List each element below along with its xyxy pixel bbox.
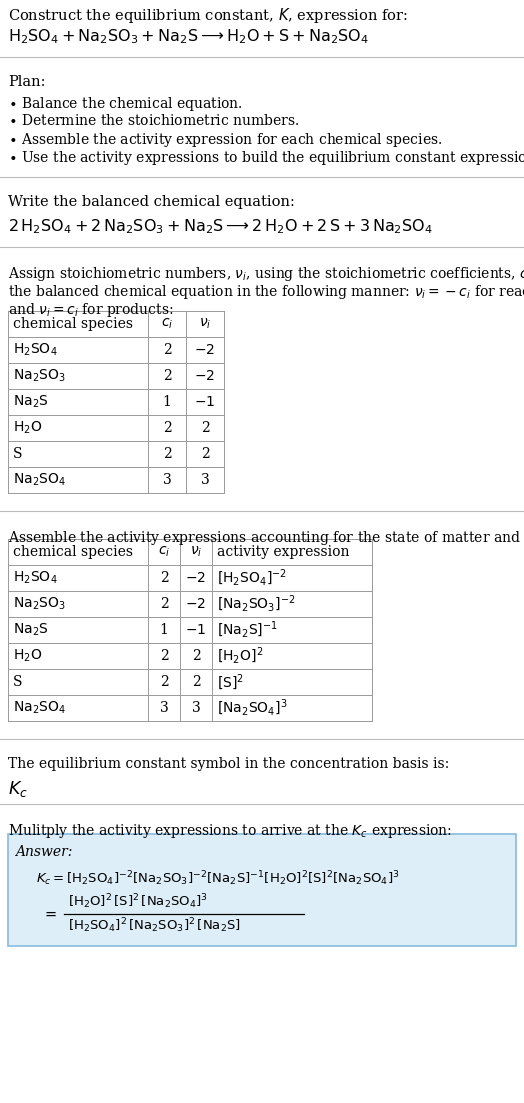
Text: chemical species: chemical species xyxy=(13,317,133,331)
Text: 1: 1 xyxy=(162,395,171,409)
Text: $K_c = [\mathrm{H_2SO_4}]^{-2}[\mathrm{Na_2SO_3}]^{-2}[\mathrm{Na_2S}]^{-1}[\mat: $K_c = [\mathrm{H_2SO_4}]^{-2}[\mathrm{N… xyxy=(36,869,400,888)
Text: and $\nu_i = c_i$ for products:: and $\nu_i = c_i$ for products: xyxy=(8,301,173,319)
Text: Construct the equilibrium constant, $K$, expression for:: Construct the equilibrium constant, $K$,… xyxy=(8,6,408,25)
Text: $[\mathrm{H_2SO_4}]^{2}\,[\mathrm{Na_2SO_3}]^{2}\,[\mathrm{Na_2S}]$: $[\mathrm{H_2SO_4}]^{2}\,[\mathrm{Na_2SO… xyxy=(68,915,241,934)
Text: 2: 2 xyxy=(162,343,171,357)
Text: Answer:: Answer: xyxy=(15,845,72,859)
Text: Plan:: Plan: xyxy=(8,75,46,89)
Text: $\mathrm{Na_2SO_3}$: $\mathrm{Na_2SO_3}$ xyxy=(13,596,66,612)
Text: 2: 2 xyxy=(162,370,171,383)
Text: $\mathrm{H_2O}$: $\mathrm{H_2O}$ xyxy=(13,420,42,436)
Text: 1: 1 xyxy=(160,623,168,638)
Text: $K_c$: $K_c$ xyxy=(8,779,28,799)
Text: $-1$: $-1$ xyxy=(185,623,206,638)
Text: $[\mathrm{S}]^{2}$: $[\mathrm{S}]^{2}$ xyxy=(217,672,244,692)
Text: $-2$: $-2$ xyxy=(185,597,206,611)
Text: $-2$: $-2$ xyxy=(185,571,206,585)
Text: 3: 3 xyxy=(201,473,210,488)
Text: $\mathrm{Na_2SO_4}$: $\mathrm{Na_2SO_4}$ xyxy=(13,472,66,489)
Text: 2: 2 xyxy=(162,447,171,461)
Text: $\mathrm{Na_2S}$: $\mathrm{Na_2S}$ xyxy=(13,622,49,639)
Text: 3: 3 xyxy=(192,702,200,715)
Text: 2: 2 xyxy=(160,675,168,689)
Text: $\bullet$ Assemble the activity expression for each chemical species.: $\bullet$ Assemble the activity expressi… xyxy=(8,131,442,149)
Text: 2: 2 xyxy=(192,675,200,689)
Text: chemical species: chemical species xyxy=(13,545,133,559)
Text: $\mathrm{Na_2SO_4}$: $\mathrm{Na_2SO_4}$ xyxy=(13,699,66,716)
Text: $2\,\mathrm{H_2SO_4} + 2\,\mathrm{Na_2SO_3} + \mathrm{Na_2S}$$ \longrightarrow 2: $2\,\mathrm{H_2SO_4} + 2\,\mathrm{Na_2SO… xyxy=(8,217,433,236)
Text: $\bullet$ Use the activity expressions to build the equilibrium constant express: $\bullet$ Use the activity expressions t… xyxy=(8,149,524,167)
Text: $=$: $=$ xyxy=(42,907,58,921)
Text: the balanced chemical equation in the following manner: $\nu_i = -c_i$ for react: the balanced chemical equation in the fo… xyxy=(8,283,524,301)
Text: $-2$: $-2$ xyxy=(194,343,215,357)
Text: $\mathrm{Na_2SO_3}$: $\mathrm{Na_2SO_3}$ xyxy=(13,367,66,384)
Text: $\mathrm{H_2SO_4}$: $\mathrm{H_2SO_4}$ xyxy=(13,570,58,586)
Text: $[\mathrm{Na_2SO_3}]^{-2}$: $[\mathrm{Na_2SO_3}]^{-2}$ xyxy=(217,593,296,614)
Text: 2: 2 xyxy=(160,597,168,611)
Text: $[\mathrm{H_2O}]^{2}$: $[\mathrm{H_2O}]^{2}$ xyxy=(217,645,263,666)
Text: 2: 2 xyxy=(160,571,168,585)
Text: $[\mathrm{Na_2S}]^{-1}$: $[\mathrm{Na_2S}]^{-1}$ xyxy=(217,620,278,640)
Text: 3: 3 xyxy=(162,473,171,488)
Text: 2: 2 xyxy=(162,421,171,435)
Text: $[\mathrm{Na_2SO_4}]^{3}$: $[\mathrm{Na_2SO_4}]^{3}$ xyxy=(217,698,287,718)
Text: 2: 2 xyxy=(201,421,210,435)
Text: 3: 3 xyxy=(160,702,168,715)
Text: $[\mathrm{H_2SO_4}]^{-2}$: $[\mathrm{H_2SO_4}]^{-2}$ xyxy=(217,568,287,588)
Text: $c_i$: $c_i$ xyxy=(161,317,173,331)
Text: $\nu_i$: $\nu_i$ xyxy=(199,317,211,331)
Text: S: S xyxy=(13,675,23,689)
Text: 2: 2 xyxy=(160,649,168,663)
Text: S: S xyxy=(13,447,23,461)
Text: $\mathrm{Na_2S}$: $\mathrm{Na_2S}$ xyxy=(13,394,49,410)
Text: activity expression: activity expression xyxy=(217,545,350,559)
Text: $-1$: $-1$ xyxy=(194,395,215,409)
Text: $\bullet$ Balance the chemical equation.: $\bullet$ Balance the chemical equation. xyxy=(8,95,243,113)
FancyBboxPatch shape xyxy=(8,834,516,946)
Text: Mulitply the activity expressions to arrive at the $K_c$ expression:: Mulitply the activity expressions to arr… xyxy=(8,822,452,840)
Text: $\bullet$ Determine the stoichiometric numbers.: $\bullet$ Determine the stoichiometric n… xyxy=(8,113,299,128)
Text: 2: 2 xyxy=(201,447,210,461)
Text: $-2$: $-2$ xyxy=(194,370,215,383)
Text: $\mathrm{H_2SO_4}$: $\mathrm{H_2SO_4}$ xyxy=(13,342,58,358)
Text: Assign stoichiometric numbers, $\nu_i$, using the stoichiometric coefficients, $: Assign stoichiometric numbers, $\nu_i$, … xyxy=(8,265,524,283)
Text: The equilibrium constant symbol in the concentration basis is:: The equilibrium constant symbol in the c… xyxy=(8,757,449,771)
Text: $\nu_i$: $\nu_i$ xyxy=(190,545,202,559)
Text: Assemble the activity expressions accounting for the state of matter and $\nu_i$: Assemble the activity expressions accoun… xyxy=(8,529,524,547)
Text: $\mathrm{H_2SO_4} + \mathrm{Na_2SO_3} + \mathrm{Na_2S}$$ \longrightarrow \mathrm: $\mathrm{H_2SO_4} + \mathrm{Na_2SO_3} + … xyxy=(8,26,369,45)
Text: $\mathrm{H_2O}$: $\mathrm{H_2O}$ xyxy=(13,647,42,664)
Text: 2: 2 xyxy=(192,649,200,663)
Text: Write the balanced chemical equation:: Write the balanced chemical equation: xyxy=(8,195,295,208)
Text: $[\mathrm{H_2O}]^{2}\,[\mathrm{S}]^{2}\,[\mathrm{Na_2SO_4}]^{3}$: $[\mathrm{H_2O}]^{2}\,[\mathrm{S}]^{2}\,… xyxy=(68,892,208,911)
Text: $c_i$: $c_i$ xyxy=(158,545,170,559)
